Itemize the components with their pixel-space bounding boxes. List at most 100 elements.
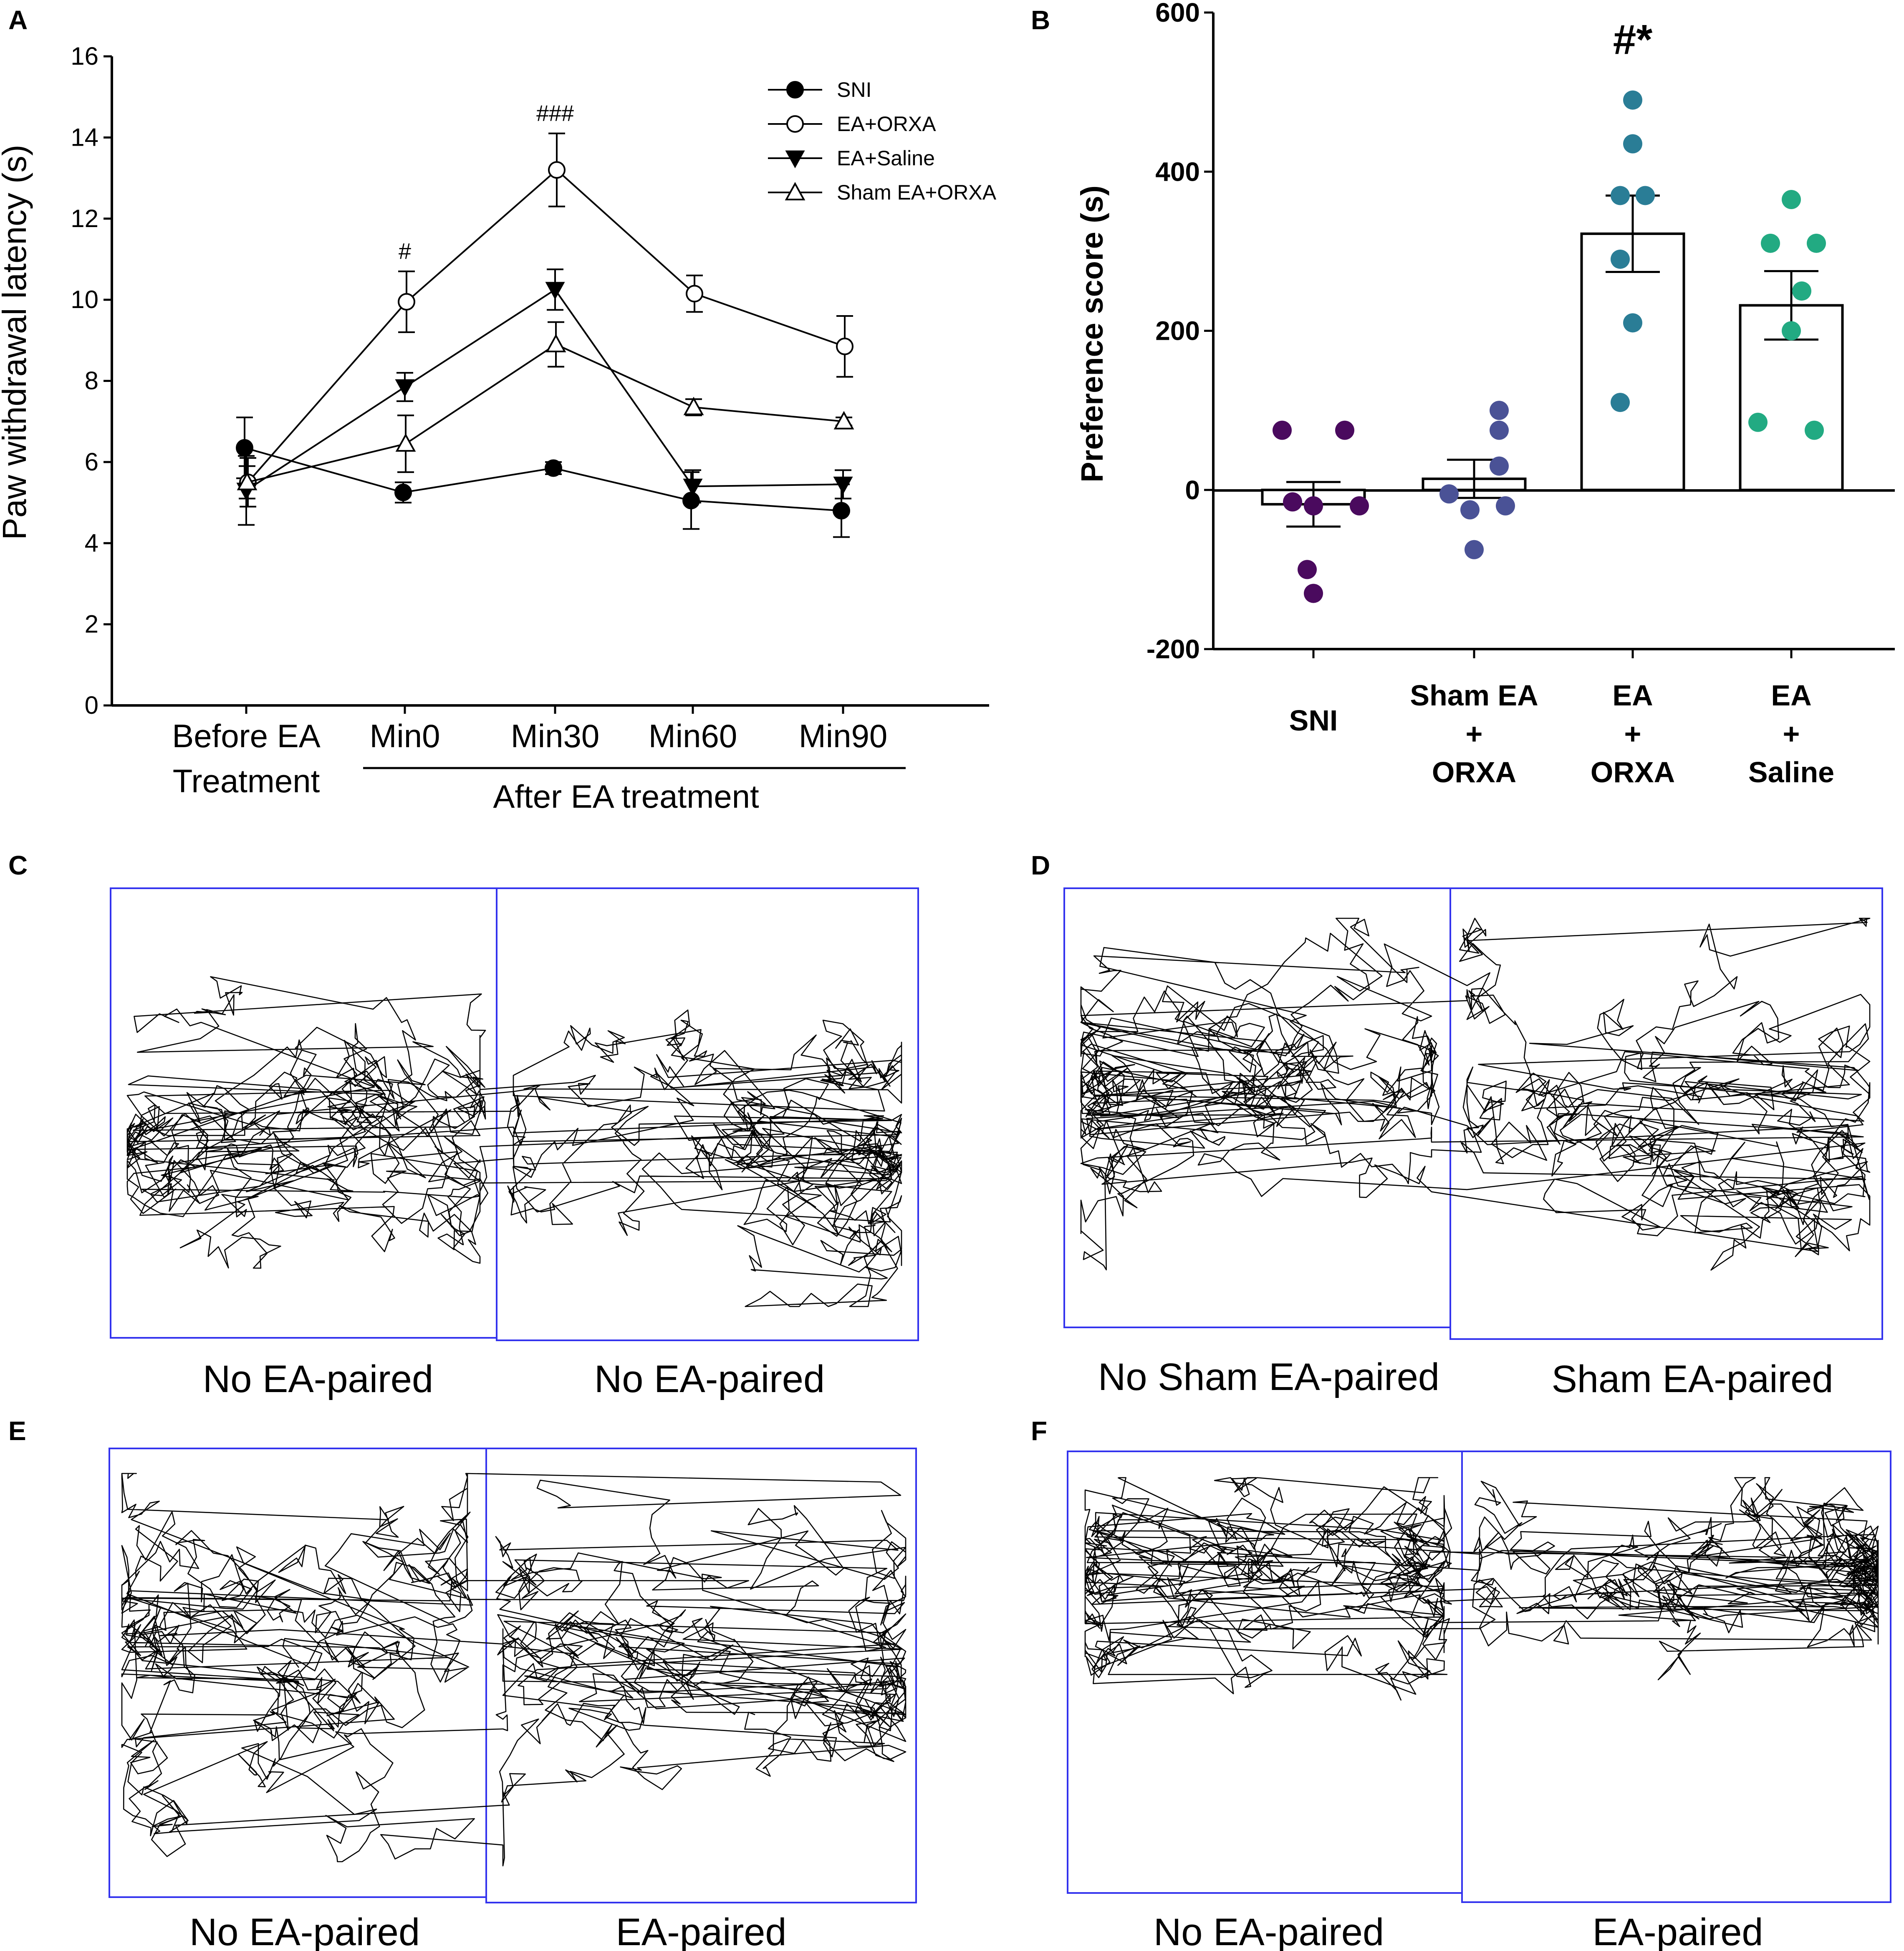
panel-b-data-point: [1496, 496, 1515, 516]
panel-f-tracking: F No EA-paired EA-paired: [1031, 1416, 1891, 1951]
panel-d-label: D: [1031, 850, 1050, 880]
panel-b-ytick-label: 600: [1155, 0, 1200, 28]
panel-c-right-chamber: [496, 887, 919, 1341]
panel-b-ytick-label: -200: [1146, 634, 1200, 664]
panel-b-data-point: [1335, 420, 1354, 440]
panel-a-point-ea-orxa: [548, 161, 566, 179]
panel-b-data-point: [1298, 560, 1317, 579]
panel-c-tracking: C No EA-paired No EA-paired: [8, 850, 919, 1400]
panel-a-significance: ###: [536, 101, 574, 126]
panel-a-point-ea-orxa: [686, 285, 703, 303]
panel-a-line-ea-orxa: [247, 169, 845, 483]
panel-a-line-sni: [244, 447, 842, 512]
panel-b-category-label: EA: [1771, 679, 1811, 712]
panel-a-ytick-label: 2: [85, 610, 98, 638]
panel-f-right-label: EA-paired: [1592, 1911, 1763, 1951]
panel-c-label: C: [8, 850, 28, 880]
panel-b-data-point: [1350, 496, 1369, 516]
panel-b-category-label: Saline: [1748, 756, 1834, 788]
panel-b-data-point: [1460, 500, 1480, 520]
panel-b-data-point: [1623, 313, 1642, 333]
panel-a-category-label: Min60: [649, 718, 737, 754]
panel-a-point-sham-ea-orxa: [395, 433, 416, 452]
panel-b-bar-chart: B Preference score (s) -200 0 200 400 600 SN…: [1031, 0, 1895, 788]
panel-c-right-label: No EA-paired: [594, 1358, 825, 1400]
panel-b-ytick-label: 0: [1185, 475, 1200, 505]
panel-a-point-ea-saline: [395, 379, 415, 397]
panel-a-ytick-label: 10: [71, 286, 98, 313]
panel-a-legend-label: EA+ORXA: [837, 112, 936, 136]
panel-a-category-label: Treatment: [173, 763, 320, 799]
panel-b-ytick-label: 400: [1155, 157, 1200, 187]
panel-a-legend-marker: [785, 182, 806, 200]
panel-b-data-point: [1782, 190, 1801, 209]
panel-a-legend-marker: [786, 81, 804, 99]
panel-a-line-chart: A Paw withdrawal latency (s) 0 2 4 6 8 10 12 14…: [0, 5, 997, 815]
panel-b-category-label: EA: [1612, 679, 1653, 712]
panel-a-legend-label: EA+Saline: [837, 147, 935, 170]
panel-f-right-chamber: [1461, 1451, 1891, 1903]
panel-c-track-path: [126, 976, 902, 1307]
panel-b-data-point: [1490, 456, 1509, 476]
panel-b-data-point: [1782, 321, 1801, 341]
panel-a-legend-marker: [785, 150, 805, 169]
panel-b-bar: [1580, 232, 1685, 491]
panel-a-category-label: Before EA: [172, 718, 321, 754]
panel-b-data-point: [1623, 90, 1642, 110]
panel-b-label: B: [1031, 5, 1050, 35]
panel-b-data-point: [1439, 484, 1459, 504]
panel-d-left-label: No Sham EA-paired: [1098, 1356, 1439, 1398]
panel-a-ytick-label: 16: [71, 42, 98, 70]
panel-f-track-path: [1084, 1477, 1879, 1701]
panel-a-group-label: After EA treatment: [493, 778, 759, 815]
panel-a-label: A: [8, 5, 28, 35]
panel-b-data-point: [1761, 233, 1780, 253]
panel-a-point-ea-saline: [545, 282, 565, 300]
panel-e-label: E: [8, 1416, 26, 1446]
panel-b-category-label: SNI: [1289, 704, 1338, 737]
panel-b-data-point: [1807, 233, 1826, 253]
panel-b-ylabel: Preference score (s): [1075, 185, 1109, 483]
panel-e-track-path: [121, 1473, 907, 1867]
panel-b-category-label: +: [1624, 718, 1641, 750]
panel-b-category-label: Sham EA: [1410, 679, 1538, 712]
panel-b-category-label: +: [1783, 718, 1800, 750]
panel-a-point-ea-orxa: [836, 337, 854, 355]
panel-b-data-point: [1490, 420, 1509, 440]
panel-a-point-sham-ea-orxa: [833, 411, 854, 430]
panel-b-data-point: [1623, 134, 1642, 154]
panel-b-data-point: [1611, 249, 1630, 269]
panel-a-ytick-label: 0: [85, 691, 98, 719]
panel-b-category-label: +: [1466, 718, 1483, 750]
panel-b-data-point: [1748, 412, 1768, 432]
panel-c-left-label: No EA-paired: [203, 1358, 433, 1400]
panel-a-legend-label: Sham EA+ORXA: [837, 181, 997, 204]
panel-f-label: F: [1031, 1416, 1047, 1446]
panel-d-right-chamber: [1449, 887, 1883, 1340]
panel-a-ytick-label: 14: [71, 123, 98, 151]
panel-e-right-chamber: [485, 1448, 917, 1903]
panel-e-right-label: EA-paired: [616, 1911, 786, 1951]
panel-a-legend-marker: [786, 115, 804, 133]
panel-b-data-point: [1636, 186, 1655, 205]
panel-a-point-sni: [236, 439, 253, 457]
panel-a-point-ea-saline: [683, 478, 703, 497]
panel-e-tracking: E No EA-paired EA-paired: [8, 1416, 917, 1951]
panel-b-data-point: [1304, 496, 1323, 516]
panel-a-legend-label: SNI: [837, 78, 871, 101]
panel-a-category-label: Min90: [799, 718, 887, 754]
panel-b-data-point: [1792, 281, 1811, 301]
panel-a-point-sham-ea-orxa: [545, 334, 566, 353]
panel-a-point-ea-saline: [833, 476, 853, 495]
panel-b-data-point: [1465, 540, 1484, 559]
panel-b-category-label: ORXA: [1432, 756, 1516, 788]
panel-e-left-label: No EA-paired: [189, 1911, 420, 1951]
panel-b-data-point: [1805, 420, 1824, 440]
panel-d-right-label: Sham EA-paired: [1552, 1358, 1833, 1400]
panel-a-point-sni: [545, 459, 562, 477]
panel-a-ytick-label: 12: [71, 205, 98, 233]
panel-b-data-point: [1611, 186, 1630, 205]
panel-a-ylabel: Paw withdrawal latency (s): [0, 145, 33, 540]
panel-d-track-path: [1080, 917, 1871, 1271]
